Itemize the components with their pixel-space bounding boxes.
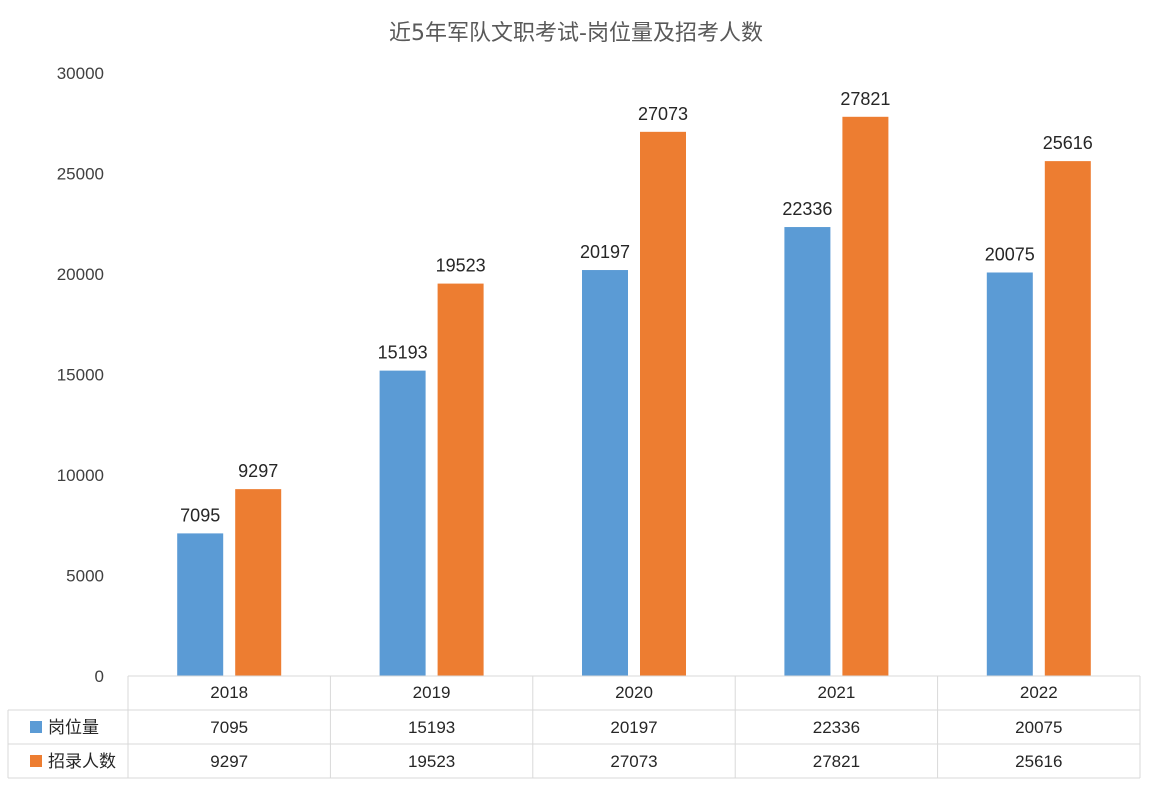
data-table: 2018 2019 2020 2021 2022 岗位量 7095 15193 20197 223… <box>7 675 1141 779</box>
bar-series-2 <box>1044 161 1091 676</box>
y-tick-label: 0 <box>95 667 104 686</box>
table-cell: 15193 <box>408 718 455 737</box>
data-labels: 7095 9297 15193 19523 20197 27073 22336 27821 20… <box>180 89 1093 526</box>
data-label: 25616 <box>1043 133 1093 153</box>
bar-series-2 <box>640 131 686 676</box>
y-tick-label: 30000 <box>57 64 104 83</box>
bar-series-2 <box>437 283 484 676</box>
y-tick-label: 10000 <box>57 466 104 485</box>
data-label: 22336 <box>782 199 832 219</box>
bar-series-1 <box>582 270 628 676</box>
table-cell: 9297 <box>210 752 248 771</box>
x-tick-label: 2020 <box>615 683 653 702</box>
data-label: 19523 <box>436 256 486 276</box>
x-tick-label: 2022 <box>1020 683 1058 702</box>
table-cell: 22336 <box>813 718 860 737</box>
y-tick-label: 5000 <box>66 567 104 586</box>
bar-series-1 <box>986 272 1033 676</box>
data-label: 20075 <box>985 244 1035 264</box>
chart-title: 近5年军队文职考试-岗位量及招考人数 <box>389 21 763 46</box>
y-axis: 0 5000 10000 15000 20000 25000 30000 <box>57 64 104 686</box>
data-label: 15193 <box>378 343 428 363</box>
bar-series-1 <box>177 533 224 676</box>
table-cell: 20197 <box>610 718 657 737</box>
data-label: 7095 <box>180 505 220 525</box>
x-tick-label: 2018 <box>210 683 248 702</box>
table-cell: 7095 <box>210 718 248 737</box>
x-tick-label: 2019 <box>413 683 451 702</box>
table-cell: 19523 <box>408 752 455 771</box>
legend-label: 招录人数 <box>48 752 116 772</box>
x-tick-label: 2021 <box>817 683 855 702</box>
table-cell: 27073 <box>610 752 657 771</box>
data-label: 9297 <box>238 461 278 481</box>
data-label: 27821 <box>840 89 890 109</box>
bar-series-2 <box>842 116 889 676</box>
table-cell: 20075 <box>1015 718 1062 737</box>
table-cell: 25616 <box>1015 752 1062 771</box>
y-tick-label: 20000 <box>57 265 104 284</box>
legend-label: 岗位量 <box>48 718 99 738</box>
y-tick-label: 25000 <box>57 165 104 184</box>
data-label: 20197 <box>580 242 630 262</box>
table-cell: 27821 <box>813 752 860 771</box>
bars <box>177 116 1091 677</box>
bar-series-1 <box>379 370 426 676</box>
bar-series-2 <box>235 489 282 676</box>
data-label: 27073 <box>638 104 688 124</box>
legend-swatch <box>30 721 42 733</box>
y-tick-label: 15000 <box>57 366 104 385</box>
legend-swatch <box>30 755 42 767</box>
bar-series-1 <box>784 227 831 677</box>
